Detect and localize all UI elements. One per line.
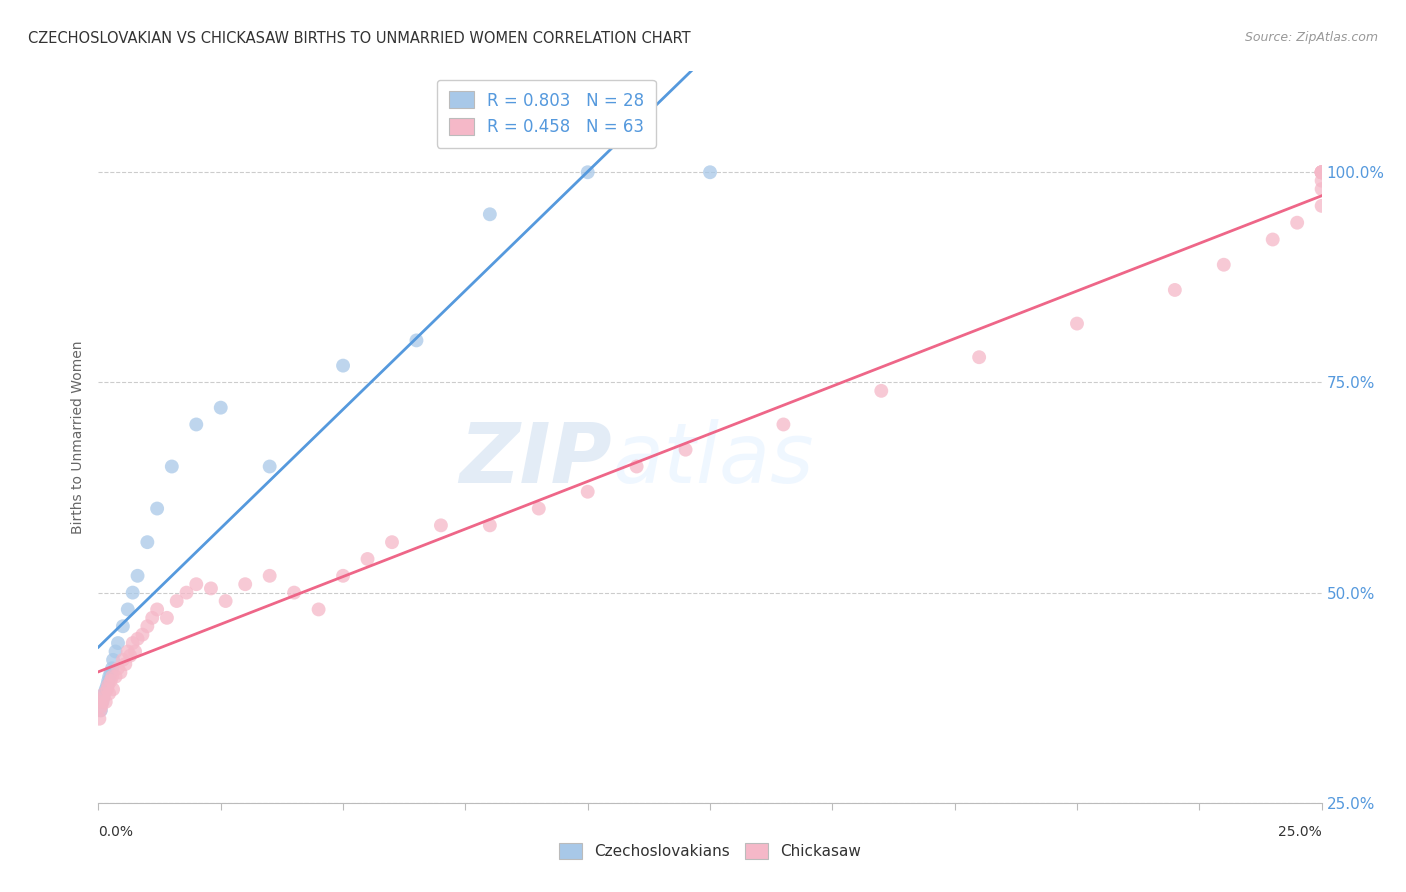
Point [96,682,118,697]
Point [1261,233,1284,247]
Point [233,577,256,591]
Point [1310,182,1333,196]
Text: Source: ZipAtlas.com: Source: ZipAtlas.com [1244,31,1378,45]
Point [1164,283,1187,297]
Point [91,695,114,709]
Point [186,577,208,591]
Point [104,644,127,658]
Point [967,350,990,364]
Point [405,334,427,348]
Point [332,569,354,583]
Point [430,518,453,533]
Point [89,712,111,726]
Point [576,165,599,179]
Point [1310,165,1333,179]
Point [283,585,305,599]
Point [381,535,404,549]
Point [146,501,169,516]
Point [527,501,550,516]
Point [101,682,124,697]
Text: CZECHOSLOVAKIAN VS CHICKASAW BIRTHS TO UNMARRIED WOMEN CORRELATION CHART: CZECHOSLOVAKIAN VS CHICKASAW BIRTHS TO U… [28,31,690,46]
Point [214,594,236,608]
Point [478,518,501,533]
Text: 0.0%: 0.0% [98,825,134,839]
Point [1066,317,1088,331]
Legend: Czechoslovakians, Chickasaw: Czechoslovakians, Chickasaw [550,834,870,868]
Point [127,569,149,583]
Point [121,636,143,650]
Point [93,686,115,700]
Point [124,644,146,658]
Point [100,673,122,688]
Point [699,165,721,179]
Point [332,359,354,373]
Point [576,484,599,499]
Point [1212,258,1234,272]
Point [101,670,124,684]
Point [91,690,114,705]
Point [117,602,139,616]
Point [101,653,124,667]
Point [1310,199,1333,213]
Point [94,682,117,697]
Text: 25.0%: 25.0% [1278,825,1322,839]
Point [114,657,136,671]
Point [259,459,281,474]
Point [176,585,198,599]
Point [98,670,121,684]
Point [104,670,127,684]
Text: ZIP: ZIP [460,418,612,500]
Point [308,602,330,616]
Point [1310,165,1333,179]
Point [111,619,134,633]
Point [91,695,114,709]
Text: atlas: atlas [612,418,814,500]
Point [97,678,120,692]
Point [259,569,281,583]
Point [136,619,159,633]
Point [110,665,132,680]
Point [141,611,163,625]
Point [120,648,142,663]
Point [209,401,232,415]
Point [101,661,124,675]
Point [136,535,159,549]
Point [93,686,115,700]
Point [200,582,222,596]
Point [160,459,183,474]
Point [97,673,120,688]
Point [1310,165,1333,179]
Point [111,653,134,667]
Point [90,703,112,717]
Point [870,384,893,398]
Point [89,703,111,717]
Point [186,417,208,432]
Point [117,644,139,658]
Point [127,632,149,646]
Point [100,665,122,680]
Point [91,690,114,705]
Point [98,686,121,700]
Point [156,611,179,625]
Point [107,661,129,675]
Point [94,695,117,709]
Point [675,442,697,457]
Point [772,417,794,432]
Point [1310,165,1333,179]
Y-axis label: Births to Unmarried Women: Births to Unmarried Women [72,341,86,533]
Point [121,585,143,599]
Point [107,636,129,650]
Point [96,678,118,692]
Point [166,594,188,608]
Point [478,207,501,221]
Point [626,459,648,474]
Point [1310,165,1333,179]
Point [1310,174,1333,188]
Point [1286,216,1309,230]
Point [131,627,153,641]
Point [1310,165,1333,179]
Point [90,699,112,714]
Point [146,602,169,616]
Point [356,552,378,566]
